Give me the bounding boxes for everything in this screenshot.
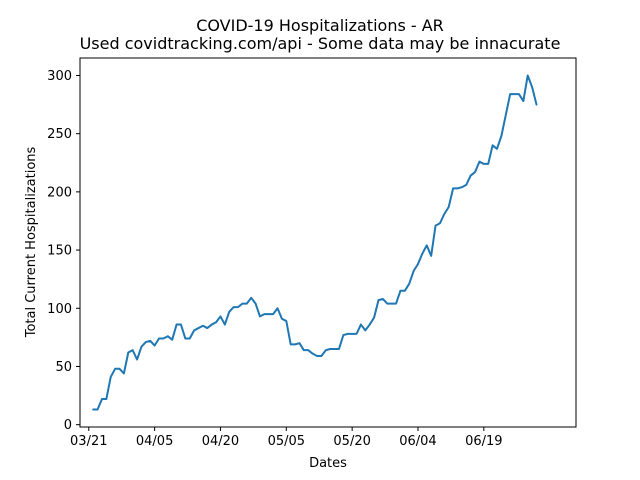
chart-subtitle: Used covidtracking.com/api - Some data m… <box>80 34 561 53</box>
y-tick-label: 250 <box>47 127 72 142</box>
x-tick-label: 03/21 <box>70 434 107 449</box>
y-axis-ticks: 0 50 100 150 200 250 300 <box>47 69 80 433</box>
series-layer <box>92 74 538 411</box>
x-tick-label: 05/05 <box>268 434 305 449</box>
x-tick-label: 06/04 <box>399 434 436 449</box>
y-tick-label: 150 <box>47 244 72 259</box>
y-tick-label: 50 <box>55 360 72 375</box>
plot-area: 03/21 04/05 04/20 05/05 05/20 06/04 06/19 0 50 1… <box>47 57 577 449</box>
x-tick-label: 04/05 <box>136 434 173 449</box>
y-tick-label: 100 <box>47 302 72 317</box>
chart-title: COVID-19 Hospitalizations - AR <box>196 16 444 35</box>
x-axis-ticks: 03/21 04/05 04/20 05/05 05/20 06/04 06/19 <box>70 427 503 449</box>
plot-frame <box>79 57 577 428</box>
series-line <box>92 74 538 411</box>
y-tick-label: 300 <box>47 69 72 84</box>
x-tick-label: 06/19 <box>465 434 502 449</box>
x-tick-label: 04/20 <box>202 434 239 449</box>
x-tick-label: 05/20 <box>333 434 370 449</box>
y-axis-label: Total Current Hospitalizations <box>24 146 39 338</box>
y-tick-label: 0 <box>64 418 72 433</box>
x-axis-label: Dates <box>309 456 347 471</box>
y-tick-label: 200 <box>47 185 72 200</box>
